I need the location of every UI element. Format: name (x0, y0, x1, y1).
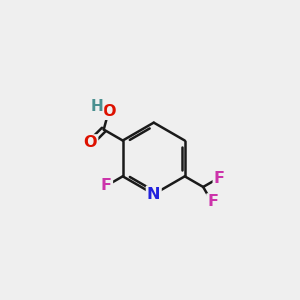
Text: O: O (84, 135, 97, 150)
Text: F: F (101, 178, 112, 193)
Text: O: O (102, 104, 116, 119)
Text: F: F (214, 171, 225, 186)
Text: N: N (147, 187, 160, 202)
Text: F: F (208, 194, 218, 209)
Text: H: H (90, 99, 103, 114)
